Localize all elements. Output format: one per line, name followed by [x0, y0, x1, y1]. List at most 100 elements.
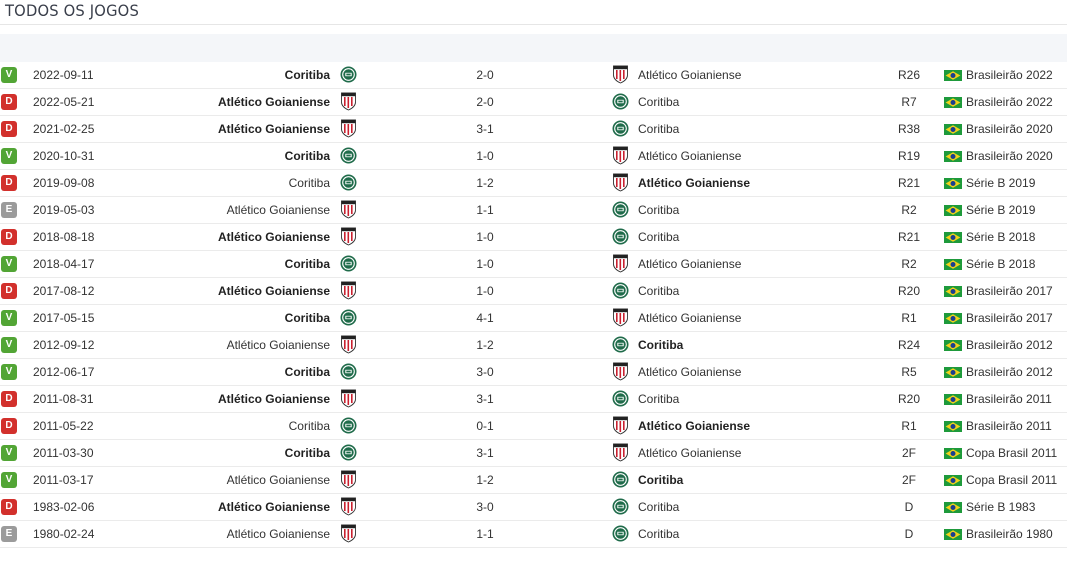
match-score[interactable]: 1-2 — [476, 338, 494, 352]
home-team-name[interactable]: Atlético Goianiense — [217, 392, 330, 406]
match-score[interactable]: 3-1 — [476, 122, 494, 136]
match-score[interactable]: 1-2 — [476, 473, 494, 487]
competition-name[interactable]: Brasileirão 1980 — [966, 527, 1053, 541]
home-team-name[interactable]: Coritiba — [284, 365, 330, 379]
match-row[interactable]: V 2012-09-12 Atlético Goianiense 1-2 Cor… — [0, 332, 1067, 359]
away-team-name[interactable]: Coritiba — [638, 392, 680, 406]
match-date: 2022-09-11 — [33, 68, 94, 82]
match-row[interactable]: D 2022-05-21 Atlético Goianiense 2-0 Cor… — [0, 89, 1067, 116]
match-row[interactable]: D 2019-09-08 Coritiba 1-2 Atlético Goian… — [0, 170, 1067, 197]
home-team-name[interactable]: Atlético Goianiense — [217, 122, 330, 136]
match-row[interactable]: E 1980-02-24 Atlético Goianiense 1-1 Cor… — [0, 521, 1067, 548]
brazil-flag-icon — [944, 124, 962, 135]
competition-name[interactable]: Brasileirão 2017 — [966, 311, 1053, 325]
match-row[interactable]: V 2018-04-17 Coritiba 1-0 Atlético Goian… — [0, 251, 1067, 278]
match-score[interactable]: 0-1 — [476, 419, 494, 433]
brazil-flag-icon — [944, 529, 962, 540]
home-team-name[interactable]: Atlético Goianiense — [226, 203, 330, 217]
result-badge: E — [1, 526, 17, 542]
away-team-name[interactable]: Coritiba — [638, 230, 680, 244]
match-score[interactable]: 2-0 — [476, 68, 494, 82]
away-team-name[interactable]: Atlético Goianiense — [638, 149, 742, 163]
match-row[interactable]: D 2021-02-25 Atlético Goianiense 3-1 Cor… — [0, 116, 1067, 143]
home-team-name[interactable]: Atlético Goianiense — [217, 284, 330, 298]
competition-name[interactable]: Brasileirão 2011 — [966, 392, 1052, 406]
match-row[interactable]: V 2022-09-11 Coritiba 2-0 Atlético Goian… — [0, 62, 1067, 89]
competition-name[interactable]: Brasileirão 2017 — [966, 284, 1053, 298]
home-team-name[interactable]: Atlético Goianiense — [226, 527, 330, 541]
competition-name[interactable]: Série B 2019 — [966, 176, 1036, 190]
away-team-name[interactable]: Coritiba — [638, 500, 680, 514]
competition-name[interactable]: Série B 1983 — [966, 500, 1036, 514]
match-row[interactable]: V 2020-10-31 Coritiba 1-0 Atlético Goian… — [0, 143, 1067, 170]
home-team-name[interactable]: Coritiba — [284, 149, 330, 163]
home-team-name[interactable]: Atlético Goianiense — [226, 473, 330, 487]
away-team-name[interactable]: Atlético Goianiense — [638, 311, 742, 325]
home-team-name[interactable]: Atlético Goianiense — [226, 338, 330, 352]
home-team-name[interactable]: Coritiba — [284, 257, 330, 271]
competition-name[interactable]: Brasileirão 2022 — [966, 95, 1053, 109]
title-divider — [0, 24, 1067, 25]
away-team-name[interactable]: Coritiba — [638, 473, 684, 487]
matches-table: V 2022-09-11 Coritiba 2-0 Atlético Goian… — [0, 62, 1067, 548]
home-team-name[interactable]: Atlético Goianiense — [217, 95, 330, 109]
match-score[interactable]: 1-0 — [476, 284, 494, 298]
match-score[interactable]: 1-0 — [476, 257, 494, 271]
away-team-name[interactable]: Coritiba — [638, 203, 680, 217]
away-team-name[interactable]: Coritiba — [638, 527, 680, 541]
competition-name[interactable]: Copa Brasil 2011 — [966, 446, 1058, 460]
home-team-name[interactable]: Coritiba — [284, 446, 330, 460]
match-score[interactable]: 3-1 — [476, 446, 494, 460]
match-score[interactable]: 4-1 — [476, 311, 494, 325]
competition-name[interactable]: Brasileirão 2022 — [966, 68, 1053, 82]
away-team-name[interactable]: Atlético Goianiense — [638, 446, 742, 460]
match-score[interactable]: 1-2 — [476, 176, 494, 190]
home-team-name[interactable]: Coritiba — [288, 419, 330, 433]
match-row[interactable]: D 2018-08-18 Atlético Goianiense 1-0 Cor… — [0, 224, 1067, 251]
home-team-name[interactable]: Atlético Goianiense — [217, 500, 330, 514]
table-header — [0, 34, 1067, 62]
match-score[interactable]: 1-0 — [476, 230, 494, 244]
match-row[interactable]: D 1983-02-06 Atlético Goianiense 3-0 Cor… — [0, 494, 1067, 521]
away-team-name[interactable]: Atlético Goianiense — [638, 257, 742, 271]
away-team-name[interactable]: Atlético Goianiense — [638, 419, 751, 433]
match-score[interactable]: 3-0 — [476, 365, 494, 379]
competition-name[interactable]: Brasileirão 2012 — [966, 365, 1053, 379]
competition-name[interactable]: Brasileirão 2011 — [966, 419, 1052, 433]
competition-name[interactable]: Copa Brasil 2011 — [966, 473, 1058, 487]
result-badge: V — [1, 310, 17, 326]
match-row[interactable]: V 2017-05-15 Coritiba 4-1 Atlético Goian… — [0, 305, 1067, 332]
away-team-name[interactable]: Atlético Goianiense — [638, 68, 742, 82]
home-team-name[interactable]: Coritiba — [284, 68, 330, 82]
competition-name[interactable]: Série B 2018 — [966, 230, 1036, 244]
match-score[interactable]: 2-0 — [476, 95, 494, 109]
home-team-name[interactable]: Coritiba — [288, 176, 330, 190]
match-score[interactable]: 1-0 — [476, 149, 494, 163]
competition-name[interactable]: Brasileirão 2020 — [966, 122, 1053, 136]
match-date: 1983-02-06 — [33, 500, 95, 514]
match-score[interactable]: 3-0 — [476, 500, 494, 514]
home-team-name[interactable]: Atlético Goianiense — [217, 230, 330, 244]
match-row[interactable]: V 2011-03-17 Atlético Goianiense 1-2 Cor… — [0, 467, 1067, 494]
match-score[interactable]: 1-1 — [476, 527, 494, 541]
away-team-name[interactable]: Coritiba — [638, 95, 680, 109]
away-team-name[interactable]: Coritiba — [638, 338, 684, 352]
match-row[interactable]: D 2011-08-31 Atlético Goianiense 3-1 Cor… — [0, 386, 1067, 413]
brazil-flag-icon — [944, 151, 962, 162]
away-team-name[interactable]: Coritiba — [638, 122, 680, 136]
away-team-name[interactable]: Atlético Goianiense — [638, 365, 742, 379]
away-team-name[interactable]: Coritiba — [638, 284, 680, 298]
competition-name[interactable]: Série B 2019 — [966, 203, 1036, 217]
away-team-name[interactable]: Atlético Goianiense — [638, 176, 751, 190]
match-row[interactable]: D 2017-08-12 Atlético Goianiense 1-0 Cor… — [0, 278, 1067, 305]
match-score[interactable]: 1-1 — [476, 203, 494, 217]
match-row[interactable]: D 2011-05-22 Coritiba 0-1 Atlético Goian… — [0, 413, 1067, 440]
competition-name[interactable]: Série B 2018 — [966, 257, 1036, 271]
match-score[interactable]: 3-1 — [476, 392, 494, 406]
match-row[interactable]: V 2012-06-17 Coritiba 3-0 Atlético Goian… — [0, 359, 1067, 386]
match-row[interactable]: V 2011-03-30 Coritiba 3-1 Atlético Goian… — [0, 440, 1067, 467]
home-team-name[interactable]: Coritiba — [284, 311, 330, 325]
match-row[interactable]: E 2019-05-03 Atlético Goianiense 1-1 Cor… — [0, 197, 1067, 224]
competition-name[interactable]: Brasileirão 2020 — [966, 149, 1053, 163]
competition-name[interactable]: Brasileirão 2012 — [966, 338, 1053, 352]
